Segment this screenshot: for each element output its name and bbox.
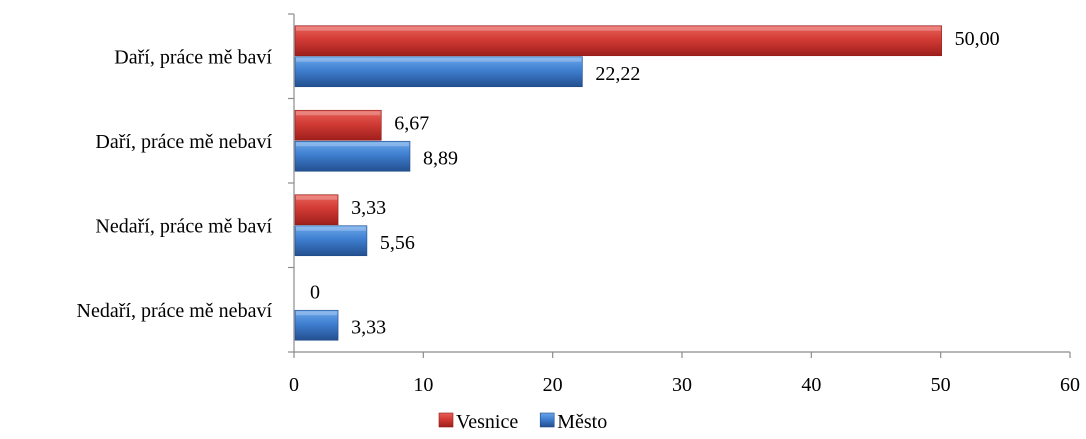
bar-highlight (296, 111, 381, 116)
bar-highlight (296, 26, 941, 31)
bar-highlight (296, 142, 409, 147)
data-label: 22,22 (595, 63, 640, 85)
x-tick-label: 50 (931, 374, 951, 396)
x-tick-label: 40 (801, 374, 821, 396)
category-label: Daří, práce mě nebaví (95, 131, 272, 153)
x-tick-label: 10 (413, 374, 433, 396)
category-label: Daří, práce mě baví (114, 46, 272, 68)
data-label: 6,67 (394, 112, 429, 134)
data-label: 5,56 (380, 232, 415, 254)
bar-vesnice (294, 194, 339, 226)
data-label: 8,89 (423, 147, 458, 169)
x-tick-label: 30 (672, 374, 692, 396)
bar-mesto (294, 140, 411, 172)
legend-label-mesto: Město (557, 411, 607, 433)
bar-highlight (296, 195, 338, 200)
bar-vesnice (294, 25, 942, 57)
x-tick-label: 60 (1060, 374, 1080, 396)
bar-highlight (296, 311, 338, 316)
x-tick-label: 0 (289, 374, 299, 396)
bar-vesnice (294, 109, 382, 141)
data-label: 3,33 (351, 316, 386, 338)
bar-mesto (294, 56, 583, 88)
bar-mesto (294, 309, 339, 341)
data-label: 50,00 (955, 28, 1000, 50)
data-label: 0 (310, 281, 320, 303)
category-label: Nedaří, práce mě nebaví (77, 300, 273, 322)
x-tick-label: 20 (543, 374, 563, 396)
bar-highlight (296, 57, 582, 62)
bar-mesto (294, 225, 368, 257)
category-label: Nedaří, práce mě baví (95, 215, 272, 237)
data-label: 3,33 (351, 197, 386, 219)
bar-highlight (296, 226, 366, 231)
legend-swatch-vesnice (438, 412, 454, 428)
legend-label-vesnice: Vesnice (456, 411, 518, 433)
legend: Vesnice Město (438, 411, 607, 433)
plot-area: 0 10 20 30 40 50 60 Daří, práce mě baví 50,00 22,… (77, 13, 1080, 396)
legend-swatch-mesto (539, 412, 555, 428)
